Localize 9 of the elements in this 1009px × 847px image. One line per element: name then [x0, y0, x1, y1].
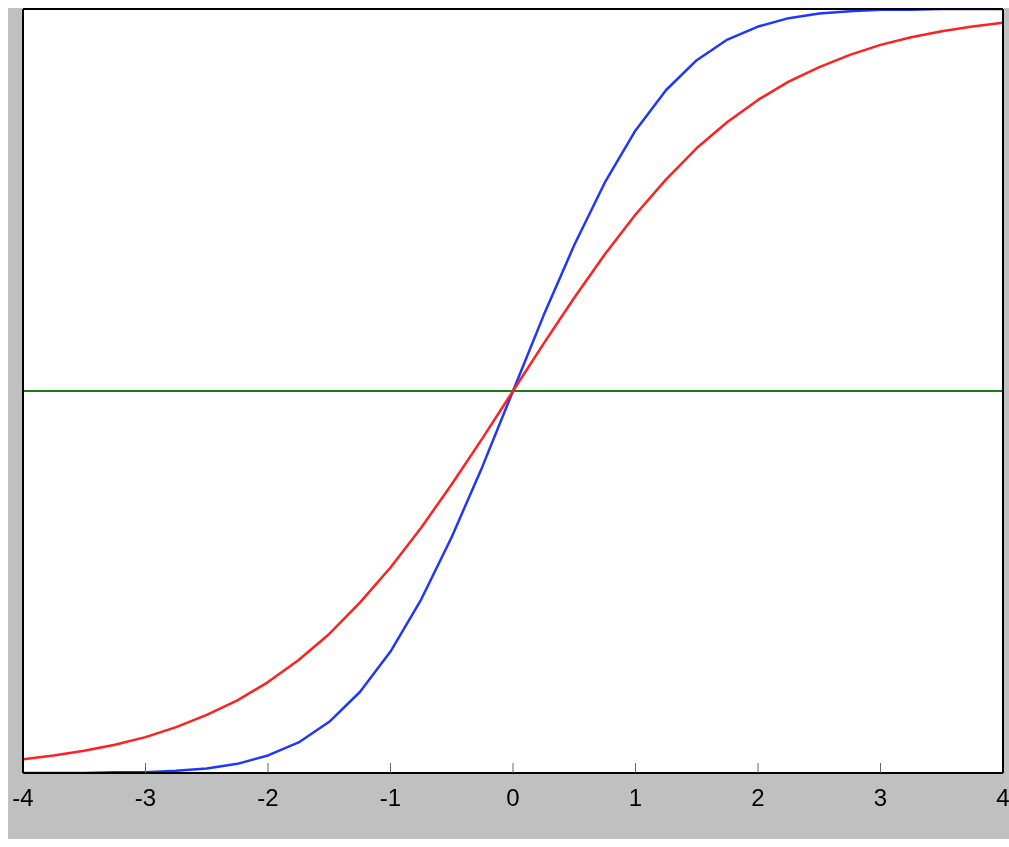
x-tick-label: -1 — [379, 784, 402, 812]
x-tick-label: 2 — [751, 784, 765, 812]
x-tick-label: 4 — [996, 784, 1009, 812]
x-tick-label: 1 — [628, 784, 643, 812]
x-tick-label: 0 — [506, 784, 520, 812]
x-tick-label: -4 — [12, 784, 34, 812]
x-tick-label: -2 — [257, 784, 279, 812]
x-tick-label: -3 — [134, 784, 157, 812]
x-tick-label: 3 — [873, 784, 888, 812]
